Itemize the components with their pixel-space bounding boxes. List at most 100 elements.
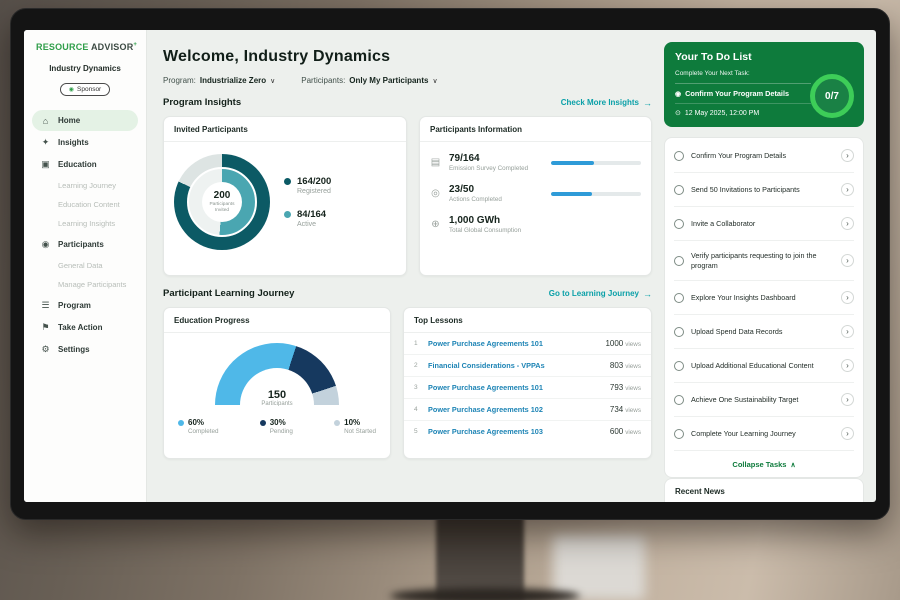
chevron-right-icon[interactable]: › bbox=[841, 254, 854, 268]
sidebar-item-label: Home bbox=[58, 116, 81, 125]
lesson-link[interactable]: Power Purchase Agreements 101 bbox=[428, 339, 543, 348]
lesson-link[interactable]: Power Purchase Agreements 101 bbox=[428, 383, 543, 392]
arrow-right-icon: → bbox=[643, 288, 652, 299]
task-checkbox[interactable] bbox=[674, 428, 684, 439]
task-checkbox[interactable] bbox=[674, 394, 684, 405]
sidebar-item-learning-insights[interactable]: Learning Insights bbox=[32, 214, 138, 233]
sidebar-item-insights[interactable]: ✦ Insights bbox=[32, 132, 138, 153]
monitor-stand bbox=[436, 516, 524, 600]
task-checkbox[interactable] bbox=[674, 326, 684, 337]
task-checkbox[interactable] bbox=[674, 255, 684, 266]
participants-information-card: Participants Information ▤ 79/164 Emissi… bbox=[418, 116, 652, 276]
monitor-stand-base bbox=[390, 588, 580, 600]
collapse-tasks-button[interactable]: Collapse Tasks ∧ bbox=[732, 460, 796, 470]
lesson-row[interactable]: 4 Power Purchase Agreements 102 734 views bbox=[404, 399, 651, 421]
info-row-actions: ◎ 23/50 Actions Completed bbox=[430, 184, 641, 203]
sponsor-badge-wrap: ◉ Sponsor bbox=[24, 78, 146, 96]
task-row[interactable]: Complete Your Learning Journey › bbox=[674, 417, 854, 452]
sidebar-item-general-data[interactable]: General Data bbox=[32, 256, 138, 275]
program-filter-value: Industrialize Zero bbox=[199, 76, 267, 85]
views-label: views bbox=[625, 407, 641, 414]
lesson-link[interactable]: Financial Considerations - VPPAs bbox=[428, 361, 545, 370]
sidebar-item-label: Settings bbox=[58, 345, 90, 354]
task-checkbox[interactable] bbox=[674, 150, 684, 161]
legend-item-not-started: 10% Not Started bbox=[334, 418, 376, 435]
todo-title: Your To Do List bbox=[675, 51, 752, 63]
home-icon: ⌂ bbox=[42, 115, 49, 126]
task-row[interactable]: Invite a Collaborator › bbox=[674, 207, 854, 241]
sidebar-item-participants[interactable]: ◉ Participants bbox=[32, 234, 138, 255]
chevron-right-icon[interactable]: › bbox=[841, 427, 854, 441]
donut-center-value: 200 bbox=[213, 189, 231, 201]
survey-icon: ▤ bbox=[430, 157, 441, 168]
gauge-legend: 60% Completed 30% Pending bbox=[164, 406, 390, 435]
lesson-row[interactable]: 3 Power Purchase Agreements 101 793 views bbox=[404, 377, 651, 399]
chevron-right-icon[interactable]: › bbox=[841, 217, 854, 230]
check-more-insights-link[interactable]: Check More Insights → bbox=[561, 98, 652, 108]
sidebar-item-learning-journey[interactable]: Learning Journey bbox=[32, 176, 138, 195]
lesson-views: 600 bbox=[609, 427, 624, 436]
lesson-rank: 2 bbox=[414, 362, 418, 369]
task-label: Send 50 Invitations to Participants bbox=[691, 184, 800, 194]
sidebar-item-home[interactable]: ⌂ Home bbox=[32, 110, 138, 131]
sidebar-item-program[interactable]: ☰ Program bbox=[32, 295, 138, 316]
radio-icon: ◉ bbox=[675, 90, 682, 98]
task-checkbox[interactable] bbox=[674, 360, 684, 371]
sidebar-item-label: Education Content bbox=[58, 200, 120, 209]
task-checkbox[interactable] bbox=[674, 292, 684, 303]
task-checkbox[interactable] bbox=[674, 184, 684, 195]
card-title: Top Lessons bbox=[404, 308, 651, 333]
section-title-program-insights: Program Insights bbox=[163, 97, 242, 108]
todo-progress-ring: 0/7 bbox=[810, 74, 854, 118]
chevron-right-icon[interactable]: › bbox=[841, 393, 854, 407]
participants-filter-value: Only My Participants bbox=[349, 76, 429, 85]
sidebar-item-label: Participants bbox=[58, 240, 104, 249]
go-to-learning-journey-link[interactable]: Go to Learning Journey → bbox=[549, 289, 652, 299]
task-row[interactable]: Achieve One Sustainability Target › bbox=[674, 383, 854, 418]
sidebar-item-label: Program bbox=[58, 301, 91, 310]
chevron-right-icon[interactable]: › bbox=[841, 359, 854, 373]
chevron-right-icon[interactable]: › bbox=[841, 183, 854, 196]
program-insights-header: Program Insights Check More Insights → bbox=[163, 97, 652, 108]
sidebar-item-education-content[interactable]: Education Content bbox=[32, 195, 138, 214]
actions-progress-bar bbox=[551, 191, 641, 196]
todo-summary-card: Your To Do List Complete Your Next Task:… bbox=[664, 42, 864, 127]
legend-value: 164/200 bbox=[297, 176, 332, 187]
legend-dot-active bbox=[284, 211, 291, 218]
sidebar-item-manage-participants[interactable]: Manage Participants bbox=[32, 275, 138, 294]
task-row[interactable]: Confirm Your Program Details › bbox=[674, 139, 854, 173]
invited-participants-card: Invited Participants 200 Participants In… bbox=[163, 116, 407, 276]
lesson-row[interactable]: 5 Power Purchase Agreements 103 600 views bbox=[404, 421, 651, 442]
lesson-row[interactable]: 1 Power Purchase Agreements 101 1000 view… bbox=[404, 333, 651, 355]
lesson-link[interactable]: Power Purchase Agreements 103 bbox=[428, 427, 543, 436]
lesson-link[interactable]: Power Purchase Agreements 102 bbox=[428, 405, 543, 414]
learning-journey-header: Participant Learning Journey Go to Learn… bbox=[163, 288, 652, 299]
task-row[interactable]: Explore Your Insights Dashboard › bbox=[674, 281, 854, 316]
chevron-right-icon[interactable]: › bbox=[841, 149, 854, 162]
clock-icon: ⊙ bbox=[675, 110, 681, 117]
task-row[interactable]: Upload Spend Data Records › bbox=[674, 315, 854, 350]
sidebar-item-label: Learning Journey bbox=[58, 181, 116, 190]
lesson-rank: 3 bbox=[414, 384, 418, 391]
insights-icon: ✦ bbox=[41, 137, 50, 147]
program-filter[interactable]: Program: Industrialize Zero ∨ bbox=[163, 76, 275, 85]
sidebar-item-take-action[interactable]: ⚑ Take Action bbox=[32, 317, 138, 338]
task-row[interactable]: Upload Additional Educational Content › bbox=[674, 349, 854, 384]
invited-donut-chart: 200 Participants Invited bbox=[174, 154, 270, 250]
task-row[interactable]: Verify participants requesting to join t… bbox=[674, 241, 854, 282]
donut-center-label: Participants bbox=[209, 201, 235, 207]
chevron-right-icon[interactable]: › bbox=[841, 291, 854, 305]
participants-filter[interactable]: Participants: Only My Participants ∨ bbox=[301, 76, 437, 85]
lesson-row[interactable]: 2 Financial Considerations - VPPAs 803 vi… bbox=[404, 355, 651, 377]
sidebar-item-education[interactable]: ▣ Education bbox=[32, 154, 138, 175]
task-checkbox[interactable] bbox=[674, 218, 684, 229]
sidebar-item-label: Take Action bbox=[58, 323, 103, 332]
sidebar-nav: ⌂ Home ✦ Insights ▣ Education Learning J… bbox=[24, 110, 146, 360]
chevron-right-icon[interactable]: › bbox=[841, 325, 854, 339]
task-row[interactable]: Send 50 Invitations to Participants › bbox=[674, 173, 854, 207]
gauge-legend-dot bbox=[178, 419, 184, 426]
gauge-center-value: 150 bbox=[267, 389, 287, 401]
lesson-rank: 1 bbox=[414, 340, 418, 347]
program-icon: ☰ bbox=[41, 300, 50, 310]
sidebar-item-settings[interactable]: ⚙ Settings bbox=[32, 339, 138, 360]
